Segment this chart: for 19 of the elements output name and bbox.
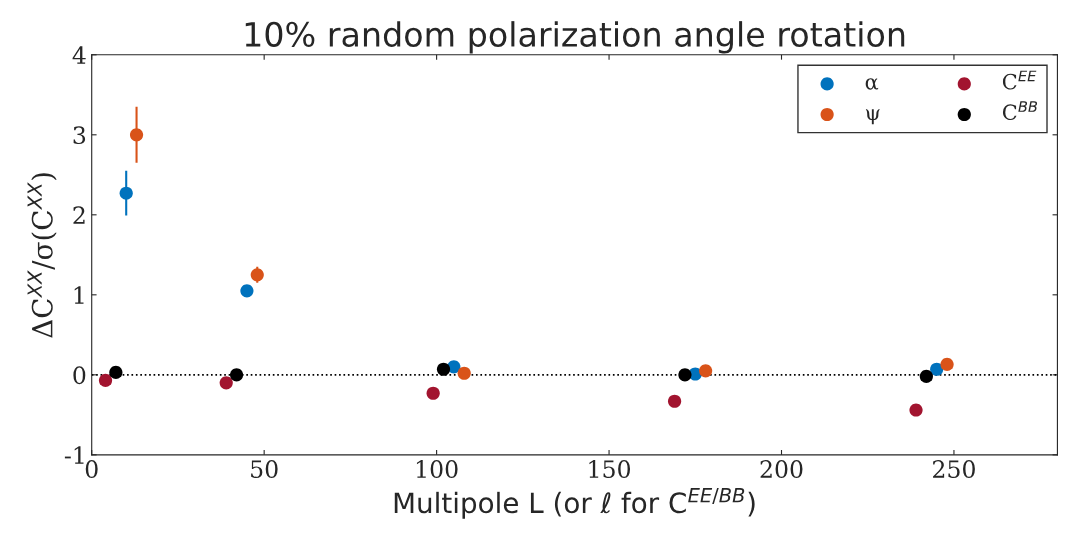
legend-label: C$^{EE}$ [1002,70,1037,90]
x-axis-title: Multipole L (or ℓ for C$^{EE/BB}$) [394,488,755,519]
legend-label: α [865,78,879,90]
legend-label: C$^{BB}$ [1002,101,1038,121]
y-tick-label: 3 [73,126,86,145]
y-axis-title: ΔC$^{XX}$/σ(C$^{XX}$) [27,173,57,338]
chart-title: 10% random polarization angle rotation [245,21,905,54]
legend-label: ψ [865,109,880,125]
y-tick-label: 4 [72,46,86,64]
y-tick-label: 0 [73,366,86,385]
x-tick-label: 250 [933,460,975,478]
y-tick-label: 1 [74,286,84,304]
x-tick-label: 200 [760,460,803,478]
x-tick-label: 150 [589,460,631,478]
y-tick-label: 2 [73,206,85,224]
x-tick-label: 50 [251,460,278,478]
y-tick-label: -1 [64,446,84,464]
x-tick-label: 0 [85,460,98,478]
x-tick-label: 100 [416,460,458,478]
